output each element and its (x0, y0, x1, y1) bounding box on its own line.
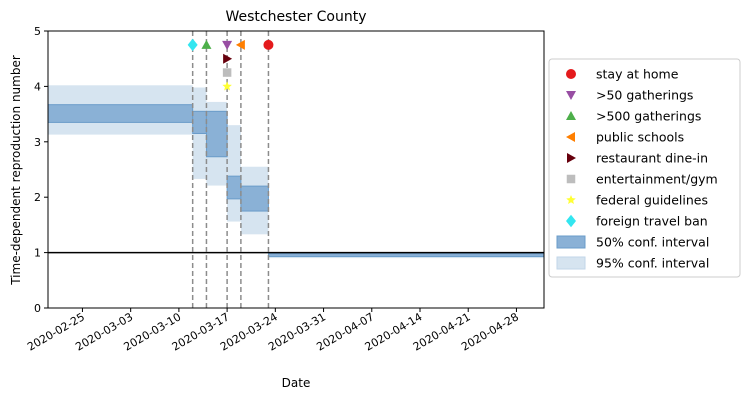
y-tick-label-1: 1 (34, 247, 41, 260)
legend-box (548, 58, 741, 278)
ci50-segment-3 (226, 175, 242, 200)
legend-item-entertainment-gym: entertainment/gym (566, 172, 718, 187)
marker-foreign-travel-ban (187, 38, 198, 52)
y-tick-label-2: 2 (34, 191, 41, 204)
legend-label-public-schools: public schools (596, 130, 684, 145)
x-axis: 2020-02-252020-03-032020-03-102020-03-17… (25, 308, 521, 354)
legend-marker-restaurant-dine-in (567, 153, 576, 163)
x-axis-label: Date (282, 376, 311, 390)
legend-marker-foreign-travel-ban (566, 214, 576, 228)
marker-50-gatherings (222, 40, 233, 50)
legend-label-stay-at-home: stay at home (596, 67, 679, 82)
legend-item-50-conf-interval: 50% conf. interval (556, 235, 709, 250)
y-tick-label-5: 5 (34, 25, 41, 38)
legend-marker-stay-at-home (566, 69, 576, 79)
ci50-segment-5 (267, 253, 545, 257)
legend-label-50-gatherings: >50 gatherings (596, 88, 693, 103)
legend-label-95-conf-interval: 95% conf. interval (596, 256, 709, 271)
marker-500-gatherings (201, 39, 212, 49)
legend-marker-federal-guidelines (566, 195, 576, 205)
legend-swatch-95-conf-interval (556, 256, 586, 270)
legend-marker-500-gatherings (566, 111, 576, 120)
plot-frame (47, 30, 545, 309)
legend-marker-50-gatherings (566, 91, 576, 100)
marker-public-schools (235, 39, 245, 50)
legend-label-50-conf-interval: 50% conf. interval (596, 235, 709, 250)
marker-restaurant-dine-in (223, 53, 233, 64)
ci95-segment-3 (227, 125, 241, 222)
legend-label-foreign-travel-ban: foreign travel ban (596, 214, 708, 229)
legend-marker-entertainment-gym (566, 174, 576, 184)
legend-item-restaurant-dine-in: restaurant dine-in (567, 151, 708, 166)
ci50-segment-2 (205, 110, 228, 158)
legend-label-restaurant-dine-in: restaurant dine-in (596, 151, 708, 166)
legend-swatch-50-conf-interval (556, 235, 586, 249)
legend: stay at home >50 gatherings >500 gathering… (548, 58, 741, 278)
legend-label-federal-guidelines: federal guidelines (596, 193, 708, 208)
legend-item-500-gatherings: >500 gatherings (566, 109, 701, 124)
y-tick-label-0: 0 (34, 302, 41, 315)
legend-marker-public-schools (566, 132, 575, 142)
y-tick-label-3: 3 (34, 136, 41, 149)
legend-label-entertainment-gym: entertainment/gym (596, 172, 718, 187)
ci50-segment-1 (192, 110, 207, 134)
intervention-markers (187, 38, 274, 91)
intervention-lines (191, 31, 270, 308)
marker-entertainment-gym (222, 68, 232, 77)
y-tick-label-4: 4 (34, 80, 41, 93)
marker-stay-at-home (263, 39, 274, 50)
ci50-segment-0 (47, 104, 194, 123)
legend-item-50-gatherings: >50 gatherings (566, 88, 693, 103)
marker-federal-guidelines (222, 81, 232, 91)
legend-item-95-conf-interval: 95% conf. interval (556, 256, 709, 271)
y-axis-label: Time-dependent reproduction number (9, 55, 23, 286)
legend-item-public-schools: public schools (566, 130, 684, 145)
legend-item-federal-guidelines: federal guidelines (566, 193, 708, 208)
legend-item-stay-at-home: stay at home (566, 67, 679, 82)
chart-title: Westchester County (225, 9, 366, 25)
legend-label-500-gatherings: >500 gatherings (596, 109, 701, 124)
ci50-segment-4 (240, 185, 269, 212)
y-axis: 0 1 2 3 4 5 (34, 25, 48, 315)
legend-item-foreign-travel-ban: foreign travel ban (566, 214, 708, 229)
